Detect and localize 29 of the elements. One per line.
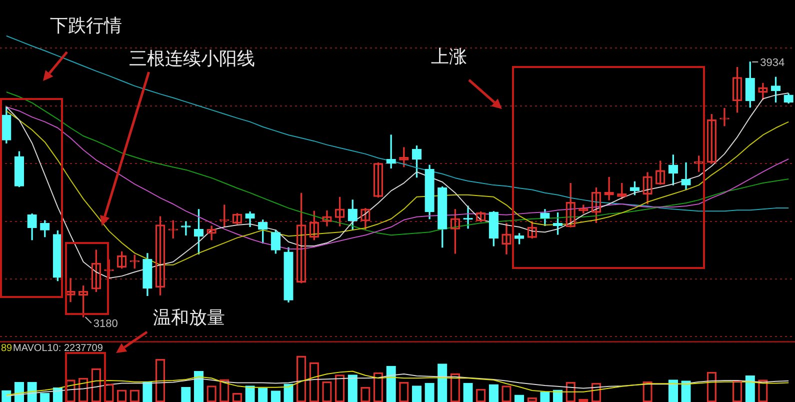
text: 下跌行情 xyxy=(50,16,122,37)
text: 89 xyxy=(1,342,13,354)
bar xyxy=(732,380,742,402)
bar xyxy=(488,384,498,402)
annotation: 温和放量 xyxy=(153,308,225,329)
annotation: 3934 xyxy=(760,56,785,69)
bar xyxy=(745,376,755,402)
bar xyxy=(284,384,294,402)
text: MAVOL10: 2237709 xyxy=(13,342,104,354)
annotation: 三根连续小阳线 xyxy=(129,48,255,70)
annotation: 上涨 xyxy=(431,46,467,68)
bar xyxy=(348,374,358,402)
bar xyxy=(155,359,166,402)
text: 3180 xyxy=(93,318,118,330)
bar xyxy=(373,372,384,402)
bar xyxy=(334,374,345,402)
bar xyxy=(450,373,460,402)
bar xyxy=(438,364,448,402)
candlestick xyxy=(181,221,191,236)
bar xyxy=(681,380,691,402)
bar xyxy=(412,386,422,402)
bar xyxy=(194,370,204,402)
bar xyxy=(668,380,678,402)
bar xyxy=(245,386,255,402)
bar xyxy=(424,382,434,402)
bar xyxy=(386,366,396,402)
bar xyxy=(142,382,152,402)
bar xyxy=(502,386,512,402)
bar xyxy=(463,382,473,402)
